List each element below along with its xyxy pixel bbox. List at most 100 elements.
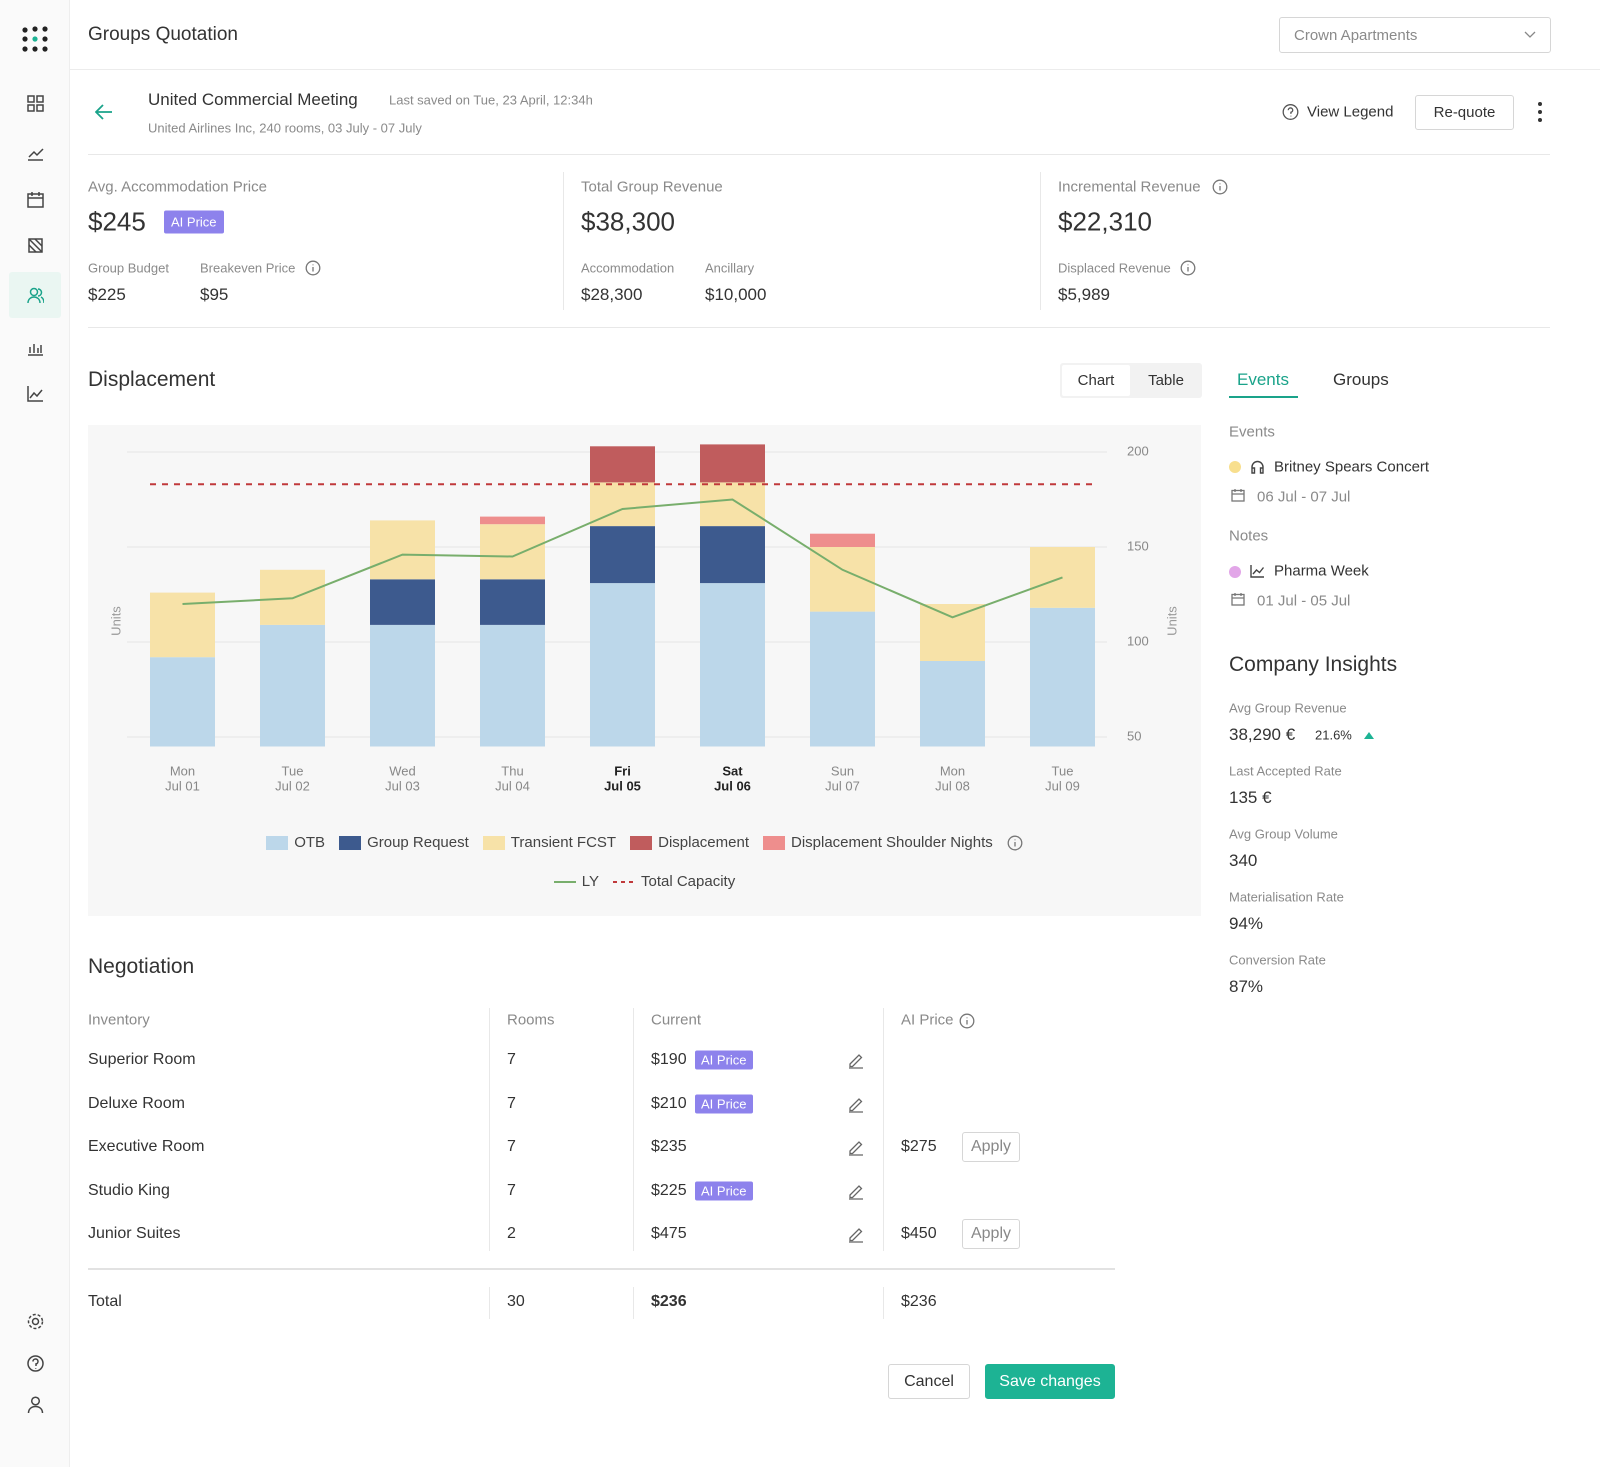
apply-button[interactable]: Apply	[962, 1219, 1020, 1249]
cancel-label: Cancel	[904, 1372, 954, 1390]
legend-row: OTB Group Request Transient FCST Displaceme…	[88, 823, 1201, 862]
edit-button[interactable]	[848, 1225, 864, 1243]
toggle-table[interactable]: Table	[1132, 365, 1200, 396]
nav-reports[interactable]	[9, 324, 61, 370]
y-axis-label: Units	[108, 606, 123, 636]
kpi-detail-label: Accommodation	[581, 260, 675, 276]
bar-segment	[590, 526, 655, 584]
legend-label: Group Request	[367, 834, 469, 851]
legend-swatch	[482, 835, 505, 850]
apply-button[interactable]: Apply	[962, 1132, 1020, 1162]
tab-events[interactable]: Events	[1237, 370, 1289, 389]
nav-help[interactable]	[9, 1340, 61, 1386]
room-name: Superior Room	[88, 1051, 196, 1068]
x-tick-label: Thu	[501, 763, 523, 778]
nav-dashboard[interactable]	[9, 80, 61, 126]
legend-swatch	[613, 880, 635, 883]
nav-groups[interactable]	[9, 272, 61, 318]
nav-analytics[interactable]	[9, 370, 61, 416]
back-button[interactable]	[95, 104, 113, 120]
property-select[interactable]: Crown Apartments	[1279, 17, 1551, 53]
app-title: Groups Quotation	[88, 24, 238, 45]
view-legend[interactable]: View Legend	[1282, 104, 1393, 121]
x-tick-label: Jul 06	[714, 778, 751, 793]
nav-profile[interactable]	[9, 1381, 61, 1427]
column-header: Current	[651, 1011, 702, 1029]
y-tick-label: 200	[1127, 443, 1149, 458]
toggle-chart[interactable]: Chart	[1062, 365, 1130, 396]
bar-segment	[810, 533, 875, 547]
room-name: Junior Suites	[88, 1225, 181, 1242]
x-tick-label: Jul 07	[825, 778, 860, 793]
kpi-value: $38,300	[581, 206, 675, 237]
edit-button[interactable]	[848, 1182, 864, 1200]
swatch	[630, 835, 653, 850]
event-dates: 06 Jul - 07 Jul	[1257, 488, 1351, 506]
room-count: 7	[507, 1051, 516, 1068]
note-dot	[1229, 566, 1241, 578]
requote-label: Re-quote	[1433, 104, 1496, 121]
save-button[interactable]: Save changes	[985, 1364, 1115, 1399]
kpi-detail-label: Displaced Revenue	[1058, 260, 1171, 276]
legend-swatch	[553, 880, 576, 883]
info-icon[interactable]	[1007, 835, 1023, 851]
nav-trends[interactable]	[9, 130, 61, 176]
info-icon[interactable]	[1180, 260, 1196, 276]
nav-calendar[interactable]	[9, 176, 61, 222]
kpi-detail-label: Ancillary	[705, 260, 755, 276]
help-icon	[1282, 104, 1299, 120]
kpi-label: Avg. Accommodation Price	[88, 178, 267, 196]
trend-up-icon	[1364, 732, 1374, 739]
requote-button[interactable]: Re-quote	[1415, 95, 1514, 130]
divider	[88, 327, 1550, 328]
legend-item: Displacement	[630, 834, 749, 851]
kpi-detail-value: $95	[200, 285, 229, 304]
x-tick-label: Fri	[614, 763, 631, 778]
edit-button[interactable]	[848, 1095, 864, 1113]
column-header: Rooms	[507, 1011, 555, 1029]
ai-price: $450	[901, 1225, 937, 1242]
bar-segment	[480, 516, 545, 525]
kpi-detail-value: $10,000	[705, 285, 767, 304]
legend-item: Displacement Shoulder Nights	[762, 834, 993, 851]
legend-item: OTB	[266, 834, 325, 851]
room-count: 7	[507, 1181, 516, 1199]
insight-label: Last Accepted Rate	[1229, 763, 1342, 779]
notes-heading: Notes	[1229, 527, 1269, 545]
room-name: Studio King	[88, 1181, 170, 1199]
edit-button[interactable]	[848, 1051, 864, 1069]
info-icon[interactable]	[959, 1013, 975, 1029]
insight-label: Materialisation Rate	[1229, 889, 1344, 905]
x-tick-label: Jul 08	[935, 778, 970, 793]
legend-label: Displacement Shoulder Nights	[790, 834, 993, 851]
current-price: $235	[651, 1138, 687, 1155]
info-icon[interactable]	[305, 260, 321, 276]
swatch	[482, 835, 505, 850]
bar-segment	[700, 526, 765, 584]
save-label: Save changes	[999, 1372, 1101, 1390]
bar-segment	[370, 520, 435, 580]
pencil	[849, 1054, 863, 1069]
current-price: $190	[651, 1051, 687, 1068]
info-icon[interactable]	[1212, 179, 1228, 195]
tab-groups[interactable]: Groups	[1333, 370, 1389, 389]
nav-settings[interactable]	[9, 1298, 61, 1344]
logo[interactable]	[22, 26, 48, 52]
x-tick-label: Jul 05	[604, 778, 641, 793]
bar-segment	[480, 624, 545, 747]
more-menu[interactable]	[1537, 101, 1543, 123]
legend-row: LY Total Capacity	[88, 862, 1201, 901]
legend-swatch	[339, 835, 362, 850]
nav-restrictions[interactable]	[9, 222, 61, 268]
legend-label: OTB	[294, 834, 326, 851]
calendar-icon	[1231, 593, 1245, 606]
note-name: Pharma Week	[1274, 562, 1369, 580]
x-tick-label: Sun	[831, 763, 854, 778]
x-tick-label: Wed	[389, 763, 416, 778]
cancel-button[interactable]: Cancel	[888, 1364, 970, 1399]
group-title: United Commercial Meeting	[148, 90, 358, 109]
kpi-value: $245	[88, 206, 146, 237]
bar-segment	[1030, 607, 1095, 747]
edit-button[interactable]	[848, 1138, 864, 1156]
